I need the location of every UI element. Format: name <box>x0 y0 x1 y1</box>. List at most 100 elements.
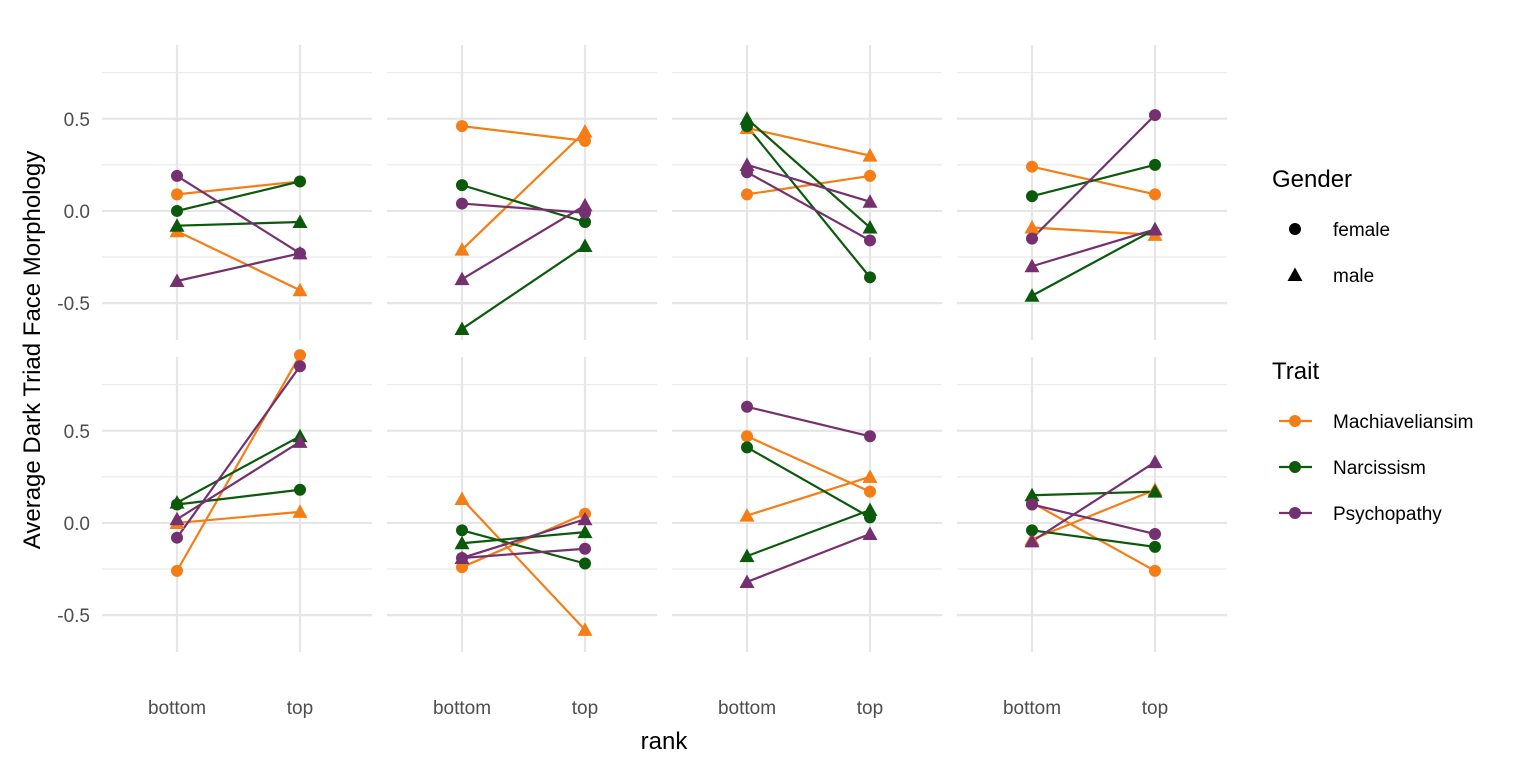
data-point <box>1026 190 1038 203</box>
facet-panel: bottom top <box>672 357 942 719</box>
data-point <box>171 188 183 201</box>
facet-panel: 0.5 0.0 -0.5 bottom top <box>57 349 372 719</box>
series-line <box>461 547 586 560</box>
y-tick-label: -0.5 <box>57 294 90 315</box>
data-point <box>1149 564 1161 577</box>
data-point <box>292 282 308 297</box>
x-tick-label: bottom <box>718 698 776 719</box>
data-point <box>171 169 183 182</box>
series-line <box>746 532 871 583</box>
x-axis-title: rank <box>641 728 689 755</box>
data-point <box>739 111 755 125</box>
data-point <box>862 220 878 234</box>
data-point <box>1024 288 1040 302</box>
y-tick-label: 0.5 <box>64 110 90 131</box>
data-point <box>456 524 468 537</box>
facet-panel <box>672 45 942 340</box>
series-line <box>176 180 301 196</box>
y-tick-label: 0.0 <box>64 202 90 223</box>
data-point <box>862 526 878 540</box>
series-line <box>1031 461 1156 543</box>
data-point <box>454 535 470 550</box>
facet-panel: bottom top <box>387 357 657 719</box>
data-point <box>579 557 591 570</box>
data-point <box>1149 540 1161 553</box>
y-tick-label: 0.5 <box>64 422 90 443</box>
series-line <box>176 174 301 255</box>
series-line <box>746 117 871 229</box>
series-line <box>176 365 301 539</box>
data-point <box>577 622 593 636</box>
series-line <box>461 184 586 224</box>
y-axis-title: Average Dark Triad Face Morphology <box>19 151 46 549</box>
data-point <box>579 216 591 228</box>
facet-panel <box>957 45 1227 340</box>
data-point <box>741 188 753 201</box>
data-point <box>171 564 183 577</box>
series-line <box>746 163 871 203</box>
data-point <box>1149 158 1161 171</box>
data-point <box>1024 220 1040 234</box>
data-point <box>169 511 185 526</box>
data-point <box>577 524 593 539</box>
data-point <box>739 574 755 588</box>
series-line <box>1031 501 1156 572</box>
data-point <box>454 550 470 564</box>
series-line <box>1031 503 1156 536</box>
x-tick-label: bottom <box>433 698 491 719</box>
series-line <box>176 440 301 521</box>
data-point <box>169 495 185 509</box>
series-line <box>461 130 586 251</box>
series-line <box>746 125 871 279</box>
series-line <box>176 252 301 283</box>
data-point <box>862 148 878 162</box>
data-point <box>1026 232 1038 245</box>
facet-panel: 0.5 0.0 -0.5 <box>57 45 372 340</box>
y-tick-label: -0.5 <box>57 606 90 627</box>
legend-key-male <box>1287 267 1303 281</box>
series-line <box>461 245 586 330</box>
data-point <box>1024 487 1040 502</box>
data-point <box>294 349 306 362</box>
series-line <box>176 180 301 213</box>
data-point <box>294 175 306 188</box>
series-line <box>176 220 301 227</box>
series-line <box>176 510 301 525</box>
data-point <box>1149 109 1161 122</box>
facet-panel: bottom top <box>957 357 1227 719</box>
data-point <box>294 483 306 496</box>
data-point <box>1026 498 1038 511</box>
series-line <box>1031 228 1156 268</box>
gender-legend-title: Gender <box>1272 166 1352 193</box>
data-point <box>1149 188 1161 201</box>
legend-key-point <box>1289 461 1301 473</box>
series-line <box>461 529 586 565</box>
data-point <box>1147 454 1163 469</box>
data-point <box>169 218 185 232</box>
legend-key-female <box>1289 223 1301 235</box>
data-point <box>1024 258 1040 273</box>
series-line <box>461 202 586 214</box>
legend-key-point <box>1289 415 1301 427</box>
data-point <box>1026 524 1038 537</box>
data-point <box>579 542 591 555</box>
data-point <box>1149 528 1161 540</box>
data-point <box>171 531 183 544</box>
data-point <box>454 321 470 335</box>
x-tick-label: top <box>1142 698 1168 719</box>
y-tick-label: 0.0 <box>64 514 90 535</box>
legend-label-trait: Narcissism <box>1333 458 1426 479</box>
data-point <box>1147 484 1163 498</box>
data-point <box>1147 221 1163 236</box>
series-line <box>1031 529 1156 548</box>
data-point <box>292 504 308 518</box>
legend-key-point <box>1289 507 1301 519</box>
data-point <box>456 120 468 133</box>
data-point <box>292 245 308 260</box>
data-point <box>741 400 753 413</box>
data-point <box>862 469 878 483</box>
series-line <box>461 518 586 560</box>
data-point <box>864 430 876 443</box>
